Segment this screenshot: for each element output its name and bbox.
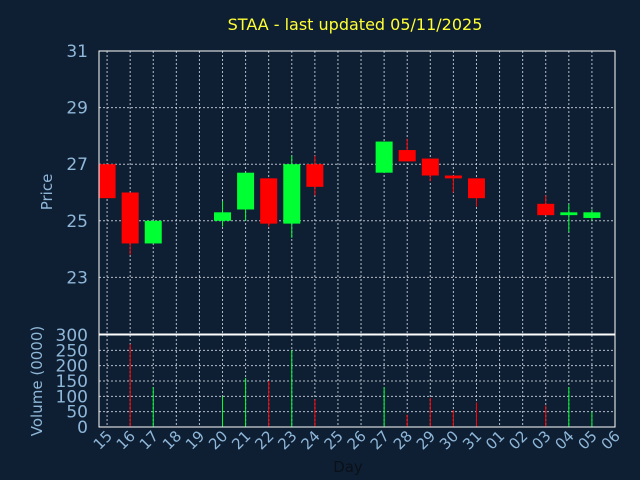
day-x-ticks: 1516171819202122232425262728293031010203… [90, 427, 624, 453]
price-tick-label: 25 [66, 212, 88, 232]
price-candles [98, 138, 601, 255]
candle-body [306, 164, 324, 187]
candle-body [214, 212, 232, 221]
candle-body [237, 172, 255, 210]
price-tick-label: 23 [66, 268, 88, 288]
day-tick-label: 06 [598, 427, 624, 453]
volume-gridlines [99, 334, 616, 428]
volume-bars [129, 344, 593, 427]
price-panel-frame [98, 50, 616, 335]
candle-body [444, 175, 462, 179]
price-tick-label: 27 [66, 155, 88, 175]
volume-panel-frame [98, 334, 616, 428]
price-y-ticks: 23 25 27 29 31 [66, 42, 88, 288]
candle-body [467, 178, 485, 199]
candle-body [121, 192, 139, 244]
candle-body [98, 164, 116, 199]
day-axis-label: Day [333, 458, 363, 476]
price-axis-label: Price [38, 174, 56, 211]
candle-body [583, 212, 601, 218]
candle-body [537, 203, 555, 216]
price-gridlines [99, 50, 616, 334]
volume-tick-label: 250 [56, 341, 88, 361]
volume-axis-label: Volume (0000) [28, 326, 46, 436]
volume-tick-label: 300 [56, 326, 88, 346]
candle-body [375, 141, 393, 173]
volume-tick-label: 200 [56, 357, 88, 377]
price-tick-label: 31 [66, 42, 88, 62]
candle-body [283, 164, 301, 224]
volume-tick-label: 50 [66, 403, 88, 423]
volume-tick-label: 0 [77, 418, 88, 438]
candle-body [144, 220, 162, 244]
candle-body [560, 212, 578, 216]
candle-body [421, 158, 439, 176]
volume-tick-label: 100 [56, 387, 88, 407]
volume-tick-label: 150 [56, 372, 88, 392]
candle-body [260, 178, 278, 224]
chart-title: STAA - last updated 05/11/2025 [228, 15, 483, 34]
candle-body [398, 150, 416, 162]
price-tick-label: 29 [66, 99, 88, 119]
